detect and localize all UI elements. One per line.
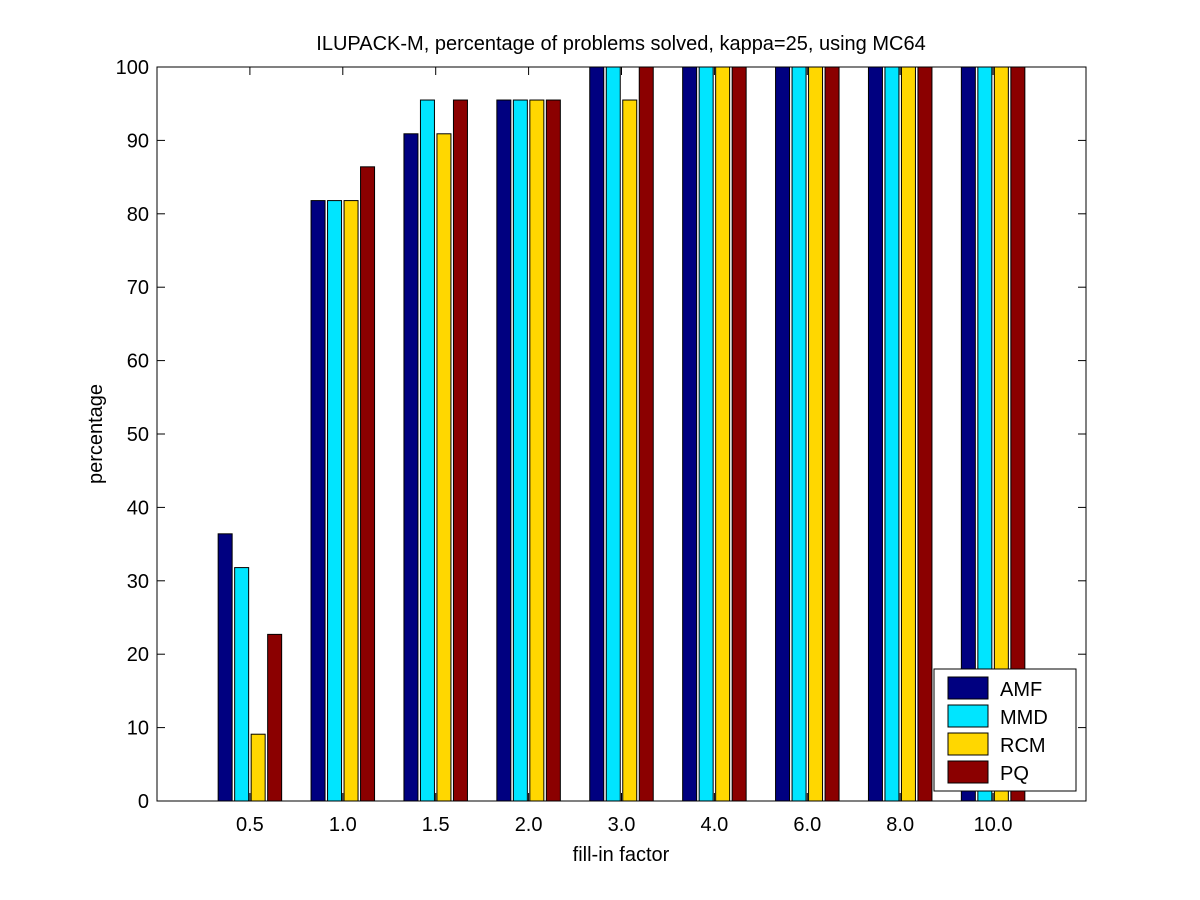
legend-label-mmd: MMD	[1000, 707, 1048, 729]
y-axis: 0 10 20 30 40 50 60 70 80 90 100	[116, 57, 1086, 813]
bar-mmd	[698, 66, 714, 802]
x-axis: 0.5 1.0 1.5 2.0 3.0 4.0 6.0 8.0 10.0	[236, 67, 1013, 836]
legend-swatch-mmd	[947, 704, 989, 728]
legend-label-rcm: RCM	[1000, 735, 1046, 757]
bar-pq	[917, 66, 933, 802]
bar-rcm	[529, 99, 545, 802]
legend-swatch-amf	[947, 676, 989, 700]
bar-rcm	[622, 99, 638, 802]
bar-amf	[310, 200, 326, 802]
bar-rcm	[250, 733, 266, 802]
bars-layer	[217, 66, 1026, 802]
bar-mmd	[234, 567, 250, 802]
y-tick-label: 60	[127, 351, 149, 373]
y-tick-label: 40	[127, 497, 149, 519]
bar-amf	[217, 533, 233, 802]
y-tick-label: 80	[127, 204, 149, 226]
bar-amf	[589, 66, 605, 802]
bar-pq	[824, 66, 840, 802]
bar-amf	[682, 66, 698, 802]
y-tick-label: 90	[127, 130, 149, 152]
legend-label-pq: PQ	[1000, 763, 1029, 785]
y-tick-label: 100	[116, 57, 149, 79]
bar-mmd	[419, 99, 435, 802]
y-axis-label: percentage	[85, 384, 107, 484]
legend-label-amf: AMF	[1000, 679, 1042, 701]
x-tick-label: 4.0	[700, 814, 728, 836]
x-tick-label: 1.0	[329, 814, 357, 836]
y-tick-label: 0	[138, 791, 149, 813]
x-tick-label: 8.0	[886, 814, 914, 836]
y-tick-label: 30	[127, 571, 149, 593]
bar-mmd	[791, 66, 807, 802]
legend-swatch-pq	[947, 760, 989, 784]
bar-pq	[638, 66, 654, 802]
bar-amf	[496, 99, 512, 802]
y-tick-label: 10	[127, 718, 149, 740]
y-tick-label: 70	[127, 277, 149, 299]
bar-pq	[452, 99, 468, 802]
bar-rcm	[900, 66, 916, 802]
bar-rcm	[808, 66, 824, 802]
x-tick-label: 6.0	[793, 814, 821, 836]
bar-pq	[731, 66, 747, 802]
bar-pq	[267, 633, 283, 802]
x-tick-label: 10.0	[974, 814, 1013, 836]
legend-swatch-rcm	[947, 732, 989, 756]
x-tick-label: 2.0	[515, 814, 543, 836]
chart-title: ILUPACK-M, percentage of problems solved…	[316, 33, 925, 55]
x-tick-label: 1.5	[422, 814, 450, 836]
bar-mmd	[605, 66, 621, 802]
bar-pq	[545, 99, 561, 802]
bar-rcm	[343, 200, 359, 802]
bar-amf	[775, 66, 791, 802]
bar-mmd	[327, 200, 343, 802]
bar-rcm	[436, 133, 452, 802]
legend: AMF MMD RCM PQ	[933, 668, 1077, 792]
bar-amf	[867, 66, 883, 802]
x-tick-label: 3.0	[608, 814, 636, 836]
y-tick-label: 20	[127, 644, 149, 666]
bar-rcm	[715, 66, 731, 802]
bar-pq	[360, 166, 376, 802]
bar-mmd	[512, 99, 528, 802]
x-axis-label: fill-in factor	[573, 844, 670, 866]
y-tick-label: 50	[127, 424, 149, 446]
bar-amf	[403, 133, 419, 802]
bar-mmd	[884, 66, 900, 802]
x-tick-label: 0.5	[236, 814, 264, 836]
